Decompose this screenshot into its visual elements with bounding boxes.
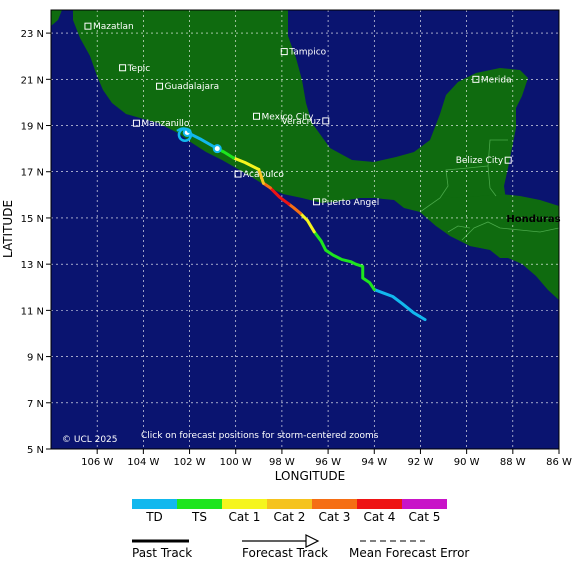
baja-tip — [51, 10, 62, 26]
legend-swatch — [267, 499, 312, 509]
x-tick-label: 92 W — [408, 457, 434, 468]
x-tick-label: 86 W — [546, 457, 572, 468]
track-segment — [298, 211, 316, 234]
city-marker-icon — [313, 198, 321, 206]
x-tick-label: 106 W — [81, 457, 113, 468]
plot-frame — [50, 9, 560, 450]
past-track-label: Past Track — [132, 546, 192, 560]
city-marker-icon — [156, 82, 164, 90]
track-segment — [312, 230, 376, 292]
track-segment — [268, 186, 291, 206]
honduras-border — [461, 221, 559, 241]
legend-swatch — [357, 499, 402, 509]
country-borders — [419, 139, 559, 241]
y-tick-label: 7 N — [27, 399, 44, 410]
x-tick-label: 100 W — [220, 457, 252, 468]
y-tick-label: 13 N — [21, 260, 44, 271]
x-tick-label: 94 W — [361, 457, 387, 468]
forecast-arrow-icon — [305, 534, 320, 548]
central-america — [420, 194, 559, 300]
country-label: Honduras — [506, 214, 560, 225]
guatemala-border — [419, 165, 497, 213]
x-tick-label: 90 W — [454, 457, 480, 468]
city-label: Merida — [481, 75, 512, 85]
x-tick-label: 104 W — [127, 457, 159, 468]
city-marker-icon — [132, 119, 140, 127]
legend-swatch — [402, 499, 447, 509]
legend-label: TS — [191, 510, 207, 524]
legend-swatch — [132, 499, 177, 509]
y-tick-label: 21 N — [21, 75, 44, 86]
y-tick-label: 5 N — [27, 445, 44, 456]
city-label: Mexico City — [262, 112, 315, 122]
city-marker-icon — [253, 112, 261, 120]
city-label: Tampico — [288, 48, 326, 58]
legend-label: Cat 5 — [409, 510, 441, 524]
copyright-text: © UCL 2025 — [62, 435, 118, 445]
axis-ticks: 106 W 104 W 102 W 100 W 98 W 96 W 94 W 92 W 90 W… — [21, 29, 572, 468]
city-marker-icon — [472, 75, 480, 83]
legend-swatch — [177, 499, 222, 509]
y-axis-label: LATITUDE — [1, 200, 15, 258]
x-tick-label: 102 W — [173, 457, 205, 468]
y-tick-label: 9 N — [27, 353, 44, 364]
legend-label: TD — [145, 510, 163, 524]
x-tick-label: 98 W — [269, 457, 295, 468]
city-markers: Mazatlan Tepic Guadalajara Manzanillo Tampic… — [84, 22, 512, 208]
salvador-border — [447, 225, 471, 233]
city-label: Puerto Angel — [322, 198, 380, 208]
forecast-positions[interactable] — [176, 127, 222, 154]
legend-label: Cat 2 — [274, 510, 306, 524]
legend-swatch — [312, 499, 357, 509]
city-marker-icon — [280, 48, 288, 56]
city-label: Tepic — [127, 64, 151, 74]
x-axis-label: LONGITUDE — [275, 469, 345, 483]
legend-label: Cat 4 — [364, 510, 396, 524]
city-label: Mazatlan — [93, 22, 134, 32]
city-label: Manzanillo — [141, 119, 189, 129]
city-marker-icon — [234, 170, 242, 178]
y-tick-label: 11 N — [21, 306, 44, 317]
forecast-track-label: Forecast Track — [242, 546, 328, 560]
legend-label: Cat 1 — [229, 510, 261, 524]
legend-label: Cat 3 — [319, 510, 351, 524]
land-masses — [51, 10, 559, 300]
y-tick-label: 15 N — [21, 214, 44, 225]
legend: TD TS Cat 1 Cat 2 Cat 3 Cat 4 Cat 5 — [132, 499, 447, 524]
storm-symbol-arm — [176, 127, 190, 134]
city-marker-icon — [504, 156, 512, 164]
city-label: Guadalajara — [165, 82, 220, 92]
belize-border — [487, 139, 508, 167]
mexico-landmass — [73, 10, 559, 300]
y-tick-label: 17 N — [21, 168, 44, 179]
click-note: Click on forecast positions for storm-ce… — [141, 431, 379, 441]
legend-swatch — [222, 499, 267, 509]
city-label: Belize City — [456, 156, 504, 166]
x-tick-label: 96 W — [315, 457, 341, 468]
y-tick-label: 19 N — [21, 122, 44, 133]
forecast-position-marker[interactable] — [212, 144, 222, 154]
track-segment — [372, 288, 427, 322]
y-tick-label: 23 N — [21, 29, 44, 40]
x-tick-label: 88 W — [500, 457, 526, 468]
track-segment — [231, 156, 261, 171]
storm-symbol-icon[interactable] — [176, 127, 193, 143]
city-marker-icon — [119, 64, 127, 72]
city-label: Veracruz — [281, 117, 321, 127]
track-segment — [287, 202, 302, 215]
city-marker-icon — [84, 22, 92, 30]
track-segment — [257, 167, 265, 185]
city-label: Acapulco — [243, 170, 284, 180]
city-marker-icon — [322, 117, 330, 125]
mean-error-label: Mean Forecast Error — [349, 546, 469, 560]
